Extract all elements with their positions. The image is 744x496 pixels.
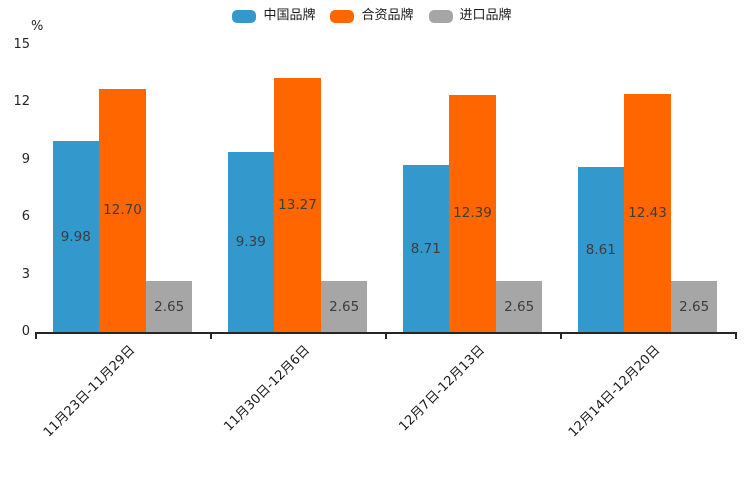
bar-value-label: 13.27 [278, 197, 317, 214]
legend-item-series-0: 中国品牌 [232, 7, 315, 25]
bar-series-2-group-2: 2.65 [495, 281, 543, 332]
bar-series-1-group-1: 13.27 [274, 78, 321, 332]
y-axis-tick-label: 12 [13, 94, 30, 110]
legend-swatch-icon [428, 9, 453, 23]
legend-label: 合资品牌 [361, 8, 414, 23]
bar-series-2-group-3: 2.65 [670, 281, 718, 332]
x-axis-category-label: 11月30日-12月6日 [221, 342, 313, 435]
y-axis-tick-label: 0 [21, 324, 30, 339]
x-axis-tick-mark [385, 334, 387, 339]
bar-series-0-group-3: 8.61 [577, 167, 625, 332]
bar-series-1-group-0: 12.70 [99, 89, 146, 332]
bar-series-2-group-0: 2.65 [145, 281, 193, 332]
bar-value-label: 2.65 [679, 298, 710, 315]
y-axis-unit-label: % [31, 19, 44, 34]
x-axis-category-label: 12月7日-12月13日 [396, 342, 488, 435]
bar-value-label: 2.65 [154, 298, 185, 315]
bar-value-label: 12.39 [453, 205, 492, 222]
bar-value-label: 9.98 [60, 228, 91, 245]
legend-swatch-icon [330, 9, 355, 23]
bar-value-label: 9.39 [235, 234, 266, 251]
legend-item-series-2: 进口品牌 [428, 7, 512, 25]
bar-value-label: 8.71 [410, 240, 441, 257]
x-axis-line [35, 332, 737, 334]
bar-series-0-group-1: 9.39 [227, 152, 275, 332]
bar-value-label: 2.65 [504, 298, 535, 315]
chart-legend: 中国品牌 合资品牌 进口品牌 [0, 7, 744, 25]
bar-series-1-group-3: 12.43 [624, 94, 671, 332]
x-axis-tick-mark [35, 334, 37, 339]
legend-swatch-icon [232, 9, 257, 23]
y-axis-tick-label: 3 [21, 266, 30, 282]
legend-item-series-1: 合资品牌 [330, 7, 414, 25]
bar-value-label: 12.43 [628, 205, 667, 222]
y-axis-tick-label: 9 [21, 151, 30, 167]
bar-series-0-group-2: 8.71 [402, 165, 450, 332]
x-axis-category-label: 11月23日-11月29日 [40, 342, 138, 441]
legend-label: 进口品牌 [459, 8, 512, 23]
bar-series-0-group-0: 9.98 [52, 141, 100, 332]
y-axis-tick-label: 15 [13, 37, 30, 52]
y-axis-tick-label: 6 [21, 209, 30, 225]
legend-label: 中国品牌 [263, 8, 316, 23]
bar-value-label: 2.65 [329, 298, 360, 315]
bar-series-1-group-2: 12.39 [449, 94, 496, 332]
bar-value-label: 12.70 [103, 202, 142, 219]
x-axis-tick-mark [210, 334, 212, 339]
x-axis-category-label: 12月14日-12月20日 [565, 342, 663, 441]
bar-value-label: 8.61 [585, 241, 616, 258]
x-axis-tick-mark [735, 334, 737, 339]
x-axis-tick-mark [560, 334, 562, 339]
plot-area: 9.98 9.39 8.71 8.61 12.70 13.27 12.39 12.43 2.65… [35, 45, 737, 496]
bar-series-2-group-1: 2.65 [320, 281, 368, 332]
